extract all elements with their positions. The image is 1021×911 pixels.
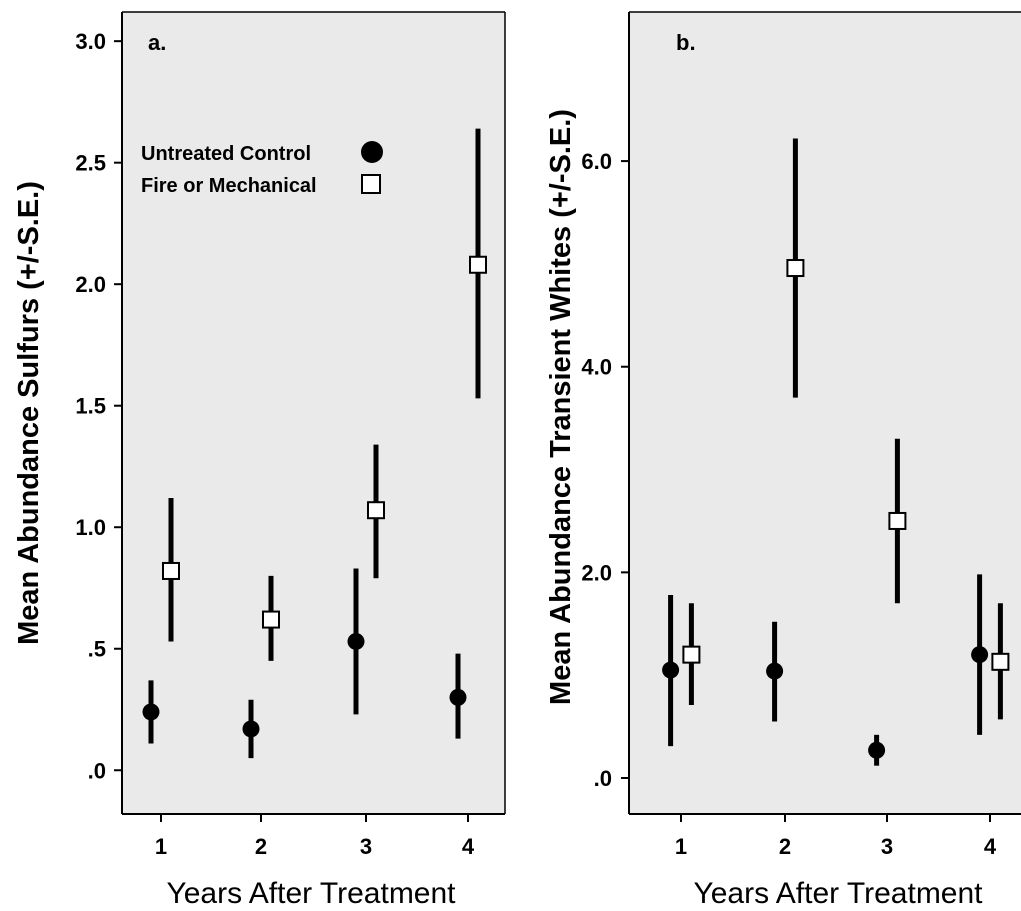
x-axis-title: Years After Treatment	[693, 877, 983, 910]
y-tick-label: 3.0	[75, 29, 106, 54]
point-fire-or-mechanical	[162, 561, 180, 580]
legend-marker-circle	[361, 141, 383, 163]
plot-area	[629, 12, 1021, 814]
y-axis-title: Mean Abundance Sulfurs (+/-S.E.)	[13, 181, 45, 645]
x-tick-label: 3	[881, 834, 893, 859]
panel-label: b.	[676, 30, 696, 55]
point-fire-or-mechanical	[682, 645, 701, 664]
y-axis-title: Mean Abundance Transient Whites (+/-S.E.…	[545, 109, 577, 705]
y-tick-label: 6.0	[581, 149, 612, 174]
y-tick-label: 2.5	[75, 151, 106, 176]
point-fire-or-mechanical	[888, 511, 907, 530]
point-fire-or-mechanical	[786, 259, 805, 278]
point-fire-or-mechanical	[991, 652, 1010, 671]
y-tick-label: 1.0	[75, 515, 106, 540]
x-tick-label: 2	[779, 834, 791, 859]
legend: Untreated Control Fire or Mechanical	[141, 141, 383, 197]
x-tick-label: 2	[255, 834, 267, 859]
point-untreated-control	[868, 741, 886, 759]
y-tick-label: 2.0	[75, 272, 106, 297]
legend-label: Untreated Control	[141, 143, 311, 165]
x-axis-title: Years After Treatment	[166, 877, 456, 910]
y-tick-label: 4.0	[581, 355, 612, 380]
x-tick-label: 1	[675, 834, 687, 859]
point-fire-or-mechanical	[367, 501, 385, 520]
y-tick-label: 1.5	[75, 394, 106, 419]
point-untreated-control	[662, 661, 680, 679]
legend-marker-square	[361, 174, 381, 194]
point-untreated-control	[347, 632, 365, 650]
y-tick-label: .0	[594, 766, 612, 791]
point-untreated-control	[766, 662, 784, 680]
y-tick-label: .0	[88, 758, 106, 783]
point-untreated-control	[242, 720, 260, 738]
y-tick-label: .5	[88, 637, 106, 662]
point-fire-or-mechanical	[469, 255, 487, 274]
point-untreated-control	[971, 646, 989, 664]
x-tick-label: 3	[360, 834, 372, 859]
x-tick-label: 4	[462, 834, 475, 859]
y-tick-label: 2.0	[581, 560, 612, 585]
plot-area	[122, 12, 505, 814]
panel-label: a.	[148, 30, 166, 55]
point-fire-or-mechanical	[262, 610, 280, 629]
legend-label: Fire or Mechanical	[141, 175, 317, 197]
x-tick-label: 1	[155, 834, 167, 859]
x-tick-label: 4	[984, 834, 997, 859]
point-untreated-control	[449, 688, 467, 706]
point-untreated-control	[142, 703, 160, 721]
